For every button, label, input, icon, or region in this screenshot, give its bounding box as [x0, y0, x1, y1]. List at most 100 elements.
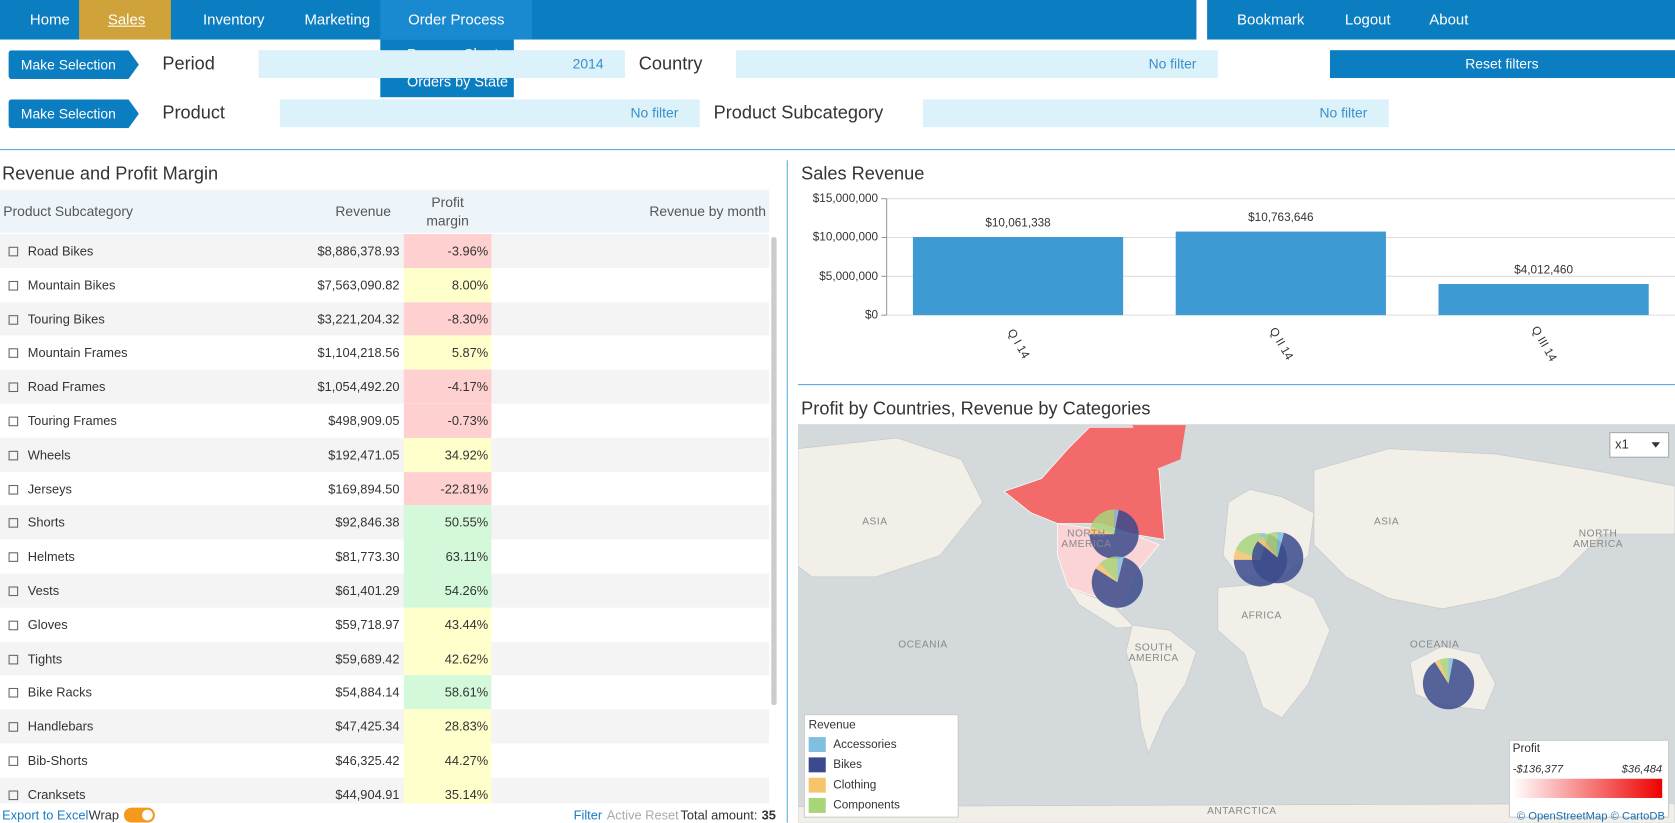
- filter-label: Period: [162, 53, 214, 74]
- value-label: $10,061,338: [954, 212, 1082, 233]
- profit-margin: 54.26%: [168, 580, 488, 601]
- profit-margin: 34.92%: [168, 444, 488, 465]
- subcategory-name: Helmets: [28, 546, 75, 567]
- zoom-value[interactable]: x1: [1615, 434, 1629, 455]
- value-label: $4,012,460: [1480, 259, 1608, 280]
- expand-icon: [9, 620, 19, 630]
- expand-icon: [9, 552, 19, 562]
- profit-gradient: [1513, 779, 1663, 798]
- total-value: 35: [762, 804, 776, 822]
- profit-margin: -0.73%: [168, 410, 488, 431]
- bar: [1438, 284, 1648, 315]
- expand-icon: [9, 756, 19, 766]
- expand-icon: [9, 722, 19, 732]
- subcategory-name: Jerseys: [28, 478, 72, 499]
- profit-margin: 35.14%: [168, 784, 488, 805]
- selection-button-label: Make Selection: [4, 103, 132, 124]
- continent-label: SOUTH AMERICA: [1122, 643, 1186, 664]
- profit-legend-title: Profit: [1513, 738, 1540, 759]
- filter-label: Country: [639, 53, 703, 74]
- continent-label: AFRICA: [1230, 611, 1294, 632]
- toggle-knob: [142, 810, 153, 821]
- nav-item[interactable]: Logout: [1345, 9, 1391, 30]
- subcategory-name: Tights: [28, 648, 62, 669]
- reset-label[interactable]: Reset filters: [1395, 53, 1609, 74]
- y-tick-label: $5,000,000: [558, 266, 878, 287]
- bar: [913, 237, 1123, 315]
- filter-value: 2014: [283, 53, 603, 74]
- profit-margin: 44.27%: [168, 750, 488, 771]
- footer-reset: Reset: [645, 804, 678, 822]
- expand-icon: [9, 518, 19, 528]
- legend-label: Clothing: [833, 774, 876, 795]
- total-label: Total amount:: [680, 804, 757, 822]
- y-tick-label: $0: [558, 304, 878, 325]
- profit-margin: 43.44%: [168, 614, 488, 635]
- expand-icon: [9, 654, 19, 664]
- nav-item[interactable]: About: [1429, 9, 1468, 30]
- expand-icon: [9, 790, 19, 800]
- continent-label: ASIA: [1355, 517, 1419, 538]
- nav-item[interactable]: Home: [30, 9, 70, 30]
- nav-item[interactable]: Marketing: [304, 9, 370, 30]
- expand-icon: [9, 450, 19, 460]
- column-header: Revenue: [71, 201, 391, 222]
- profit-margin: 50.55%: [168, 512, 488, 533]
- profit-margin: 58.61%: [168, 682, 488, 703]
- legend-label: Components: [833, 795, 900, 816]
- profit-margin: 8.00%: [168, 274, 488, 295]
- map-attribution: © OpenStreetMap © CartoDB: [1517, 805, 1665, 822]
- panel-title: Profit by Countries, Revenue by Categori…: [801, 398, 1150, 419]
- legend-swatch: [809, 778, 826, 793]
- profit-margin: 5.87%: [168, 342, 488, 363]
- filter-value: No filter: [358, 103, 678, 124]
- profit-margin: 28.83%: [168, 716, 488, 737]
- filter-value: No filter: [1047, 103, 1367, 124]
- continent-label: ANTARCTICA: [1207, 807, 1271, 823]
- subcategory-name: Vests: [28, 580, 59, 601]
- subcategory-name: Cranksets: [28, 784, 86, 805]
- continent-label: NORTH AMERICA: [1566, 529, 1630, 550]
- value-label: $10,763,646: [1217, 207, 1345, 228]
- export-link[interactable]: Export to Excel: [2, 804, 88, 822]
- profit-margin: -22.81%: [168, 478, 488, 499]
- subcategory-name: Wheels: [28, 444, 71, 465]
- footer-active: Active: [607, 804, 642, 822]
- selection-button-label: Make Selection: [4, 54, 132, 75]
- profit-margin: -4.17%: [168, 376, 488, 397]
- continent-label: OCEANIA: [891, 640, 955, 661]
- nav-item[interactable]: Inventory: [203, 9, 265, 30]
- profit-margin: -3.96%: [168, 240, 488, 261]
- profit-max: $36,484: [1342, 758, 1662, 779]
- profit-margin: 63.11%: [168, 546, 488, 567]
- filter-label: Product Subcategory: [714, 103, 884, 124]
- nav-bar: [0, 0, 1196, 40]
- expand-icon: [9, 247, 19, 257]
- footer-filter[interactable]: Filter: [574, 804, 602, 822]
- nav-item[interactable]: Bookmark: [1237, 9, 1304, 30]
- bar: [1176, 232, 1386, 316]
- continent-label: OCEANIA: [1403, 640, 1467, 661]
- expand-icon: [9, 383, 19, 393]
- expand-icon: [9, 281, 19, 291]
- profit-margin: -8.30%: [168, 308, 488, 329]
- continent-label: NORTH AMERICA: [1054, 529, 1118, 550]
- y-tick-label: $15,000,000: [558, 188, 878, 209]
- subcategory-name: Shorts: [28, 512, 65, 533]
- expand-icon: [9, 416, 19, 426]
- expand-icon: [9, 586, 19, 596]
- nav-item[interactable]: Order Process: [408, 9, 504, 30]
- filter-value: No filter: [876, 53, 1196, 74]
- y-tick-label: $10,000,000: [558, 227, 878, 248]
- legend-swatch: [809, 757, 826, 772]
- expand-icon: [9, 315, 19, 325]
- expand-icon: [9, 688, 19, 698]
- chart-title: Sales Revenue: [801, 163, 924, 184]
- filter-label: Product: [162, 103, 225, 124]
- continent-label: ASIA: [843, 517, 907, 538]
- nav-item[interactable]: Sales: [108, 9, 145, 30]
- legend-swatch: [809, 798, 826, 813]
- legend-title: Revenue: [809, 715, 856, 736]
- wrap-label: Wrap: [89, 804, 119, 822]
